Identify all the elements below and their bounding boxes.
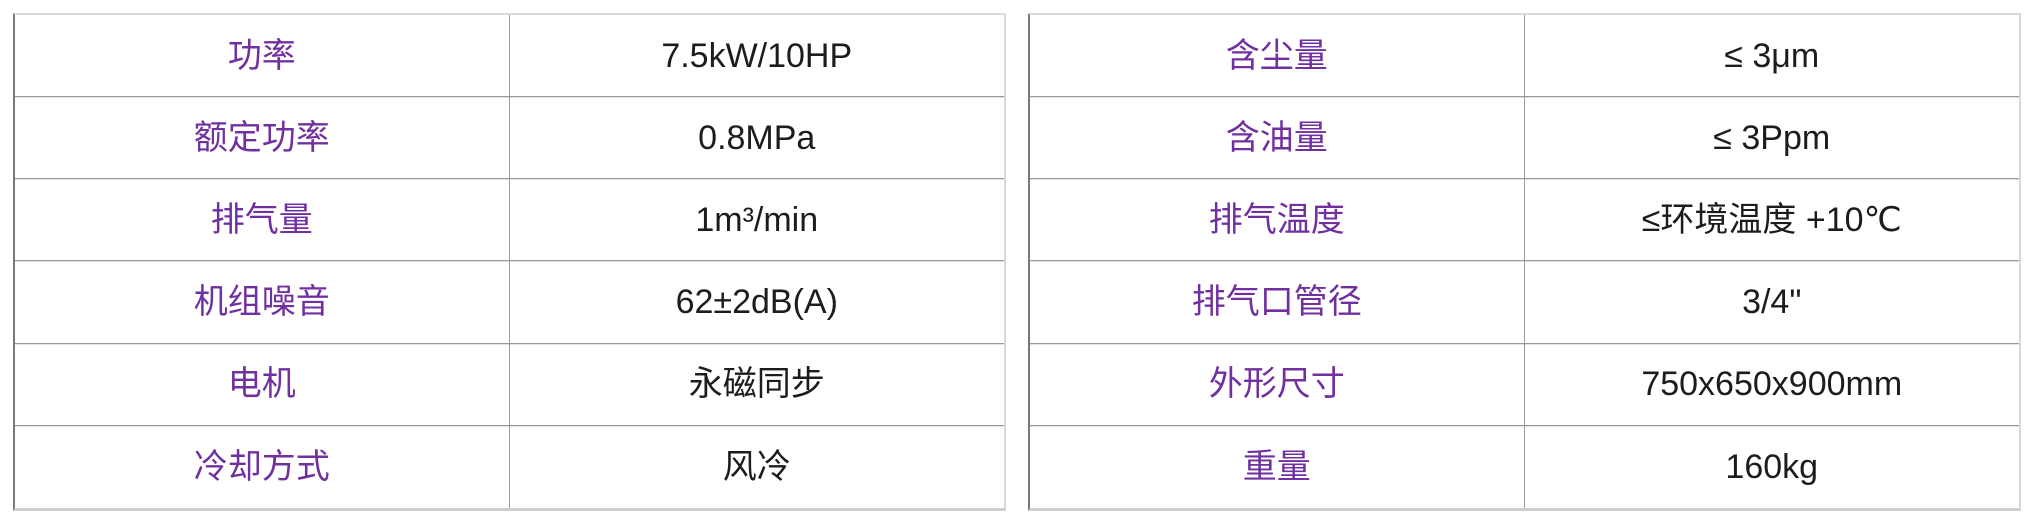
spec-table-right: 含尘量 ≤ 3μm 含油量 ≤ 3Ppm 排气温度 ≤环境温度 +10℃ 排气口… bbox=[1028, 13, 2021, 511]
spec-row: 排气口管径 3/4" bbox=[1030, 261, 2019, 344]
spec-value: 1m³/min bbox=[695, 200, 819, 239]
spec-value: 750x650x900mm bbox=[1641, 365, 1903, 404]
spec-value: ≤ 3Ppm bbox=[1713, 118, 1831, 157]
spec-label: 机组噪音 bbox=[15, 261, 510, 343]
spec-label: 冷却方式 bbox=[15, 425, 510, 508]
spec-label: 电机 bbox=[15, 343, 510, 425]
spec-label: 排气口管径 bbox=[1030, 261, 1525, 343]
spec-value: 0.8MPa bbox=[698, 118, 816, 157]
spec-row: 排气量 1m³/min bbox=[15, 179, 1004, 262]
spec-value: 永磁同步 bbox=[688, 365, 825, 404]
spec-row: 额定功率 0.8MPa bbox=[15, 97, 1004, 180]
spec-value: 7.5kW/10HP bbox=[661, 36, 853, 75]
spec-value: 160kg bbox=[1725, 447, 1819, 486]
spec-label: 含尘量 bbox=[1030, 15, 1525, 97]
spec-row: 功率 7.5kW/10HP bbox=[15, 15, 1004, 98]
spec-row: 含尘量 ≤ 3μm bbox=[1030, 15, 2019, 98]
spec-row: 排气温度 ≤环境温度 +10℃ bbox=[1030, 179, 2019, 262]
spec-label: 排气温度 bbox=[1030, 179, 1525, 261]
spec-label: 外形尺寸 bbox=[1030, 343, 1525, 425]
spec-row: 电机 永磁同步 bbox=[15, 343, 1004, 426]
spec-value: 3/4" bbox=[1742, 283, 1802, 322]
spec-value: 62±2dB(A) bbox=[675, 283, 838, 322]
spec-table-left: 功率 7.5kW/10HP 额定功率 0.8MPa 排气量 1m³/min 机组… bbox=[13, 13, 1006, 511]
spec-label: 排气量 bbox=[15, 179, 510, 261]
spec-row: 重量 160kg bbox=[1030, 425, 2019, 508]
spec-label: 功率 bbox=[15, 15, 510, 97]
spec-row: 机组噪音 62±2dB(A) bbox=[15, 261, 1004, 344]
spec-value: ≤环境温度 +10℃ bbox=[1641, 200, 1902, 239]
spec-label: 含油量 bbox=[1030, 97, 1525, 179]
spec-row: 外形尺寸 750x650x900mm bbox=[1030, 343, 2019, 426]
spec-value: 风冷 bbox=[722, 447, 791, 486]
spec-label: 重量 bbox=[1030, 425, 1525, 508]
spec-label: 额定功率 bbox=[15, 97, 510, 179]
spec-value: ≤ 3μm bbox=[1724, 36, 1820, 75]
spec-row: 含油量 ≤ 3Ppm bbox=[1030, 97, 2019, 180]
spec-row: 冷却方式 风冷 bbox=[15, 425, 1004, 508]
